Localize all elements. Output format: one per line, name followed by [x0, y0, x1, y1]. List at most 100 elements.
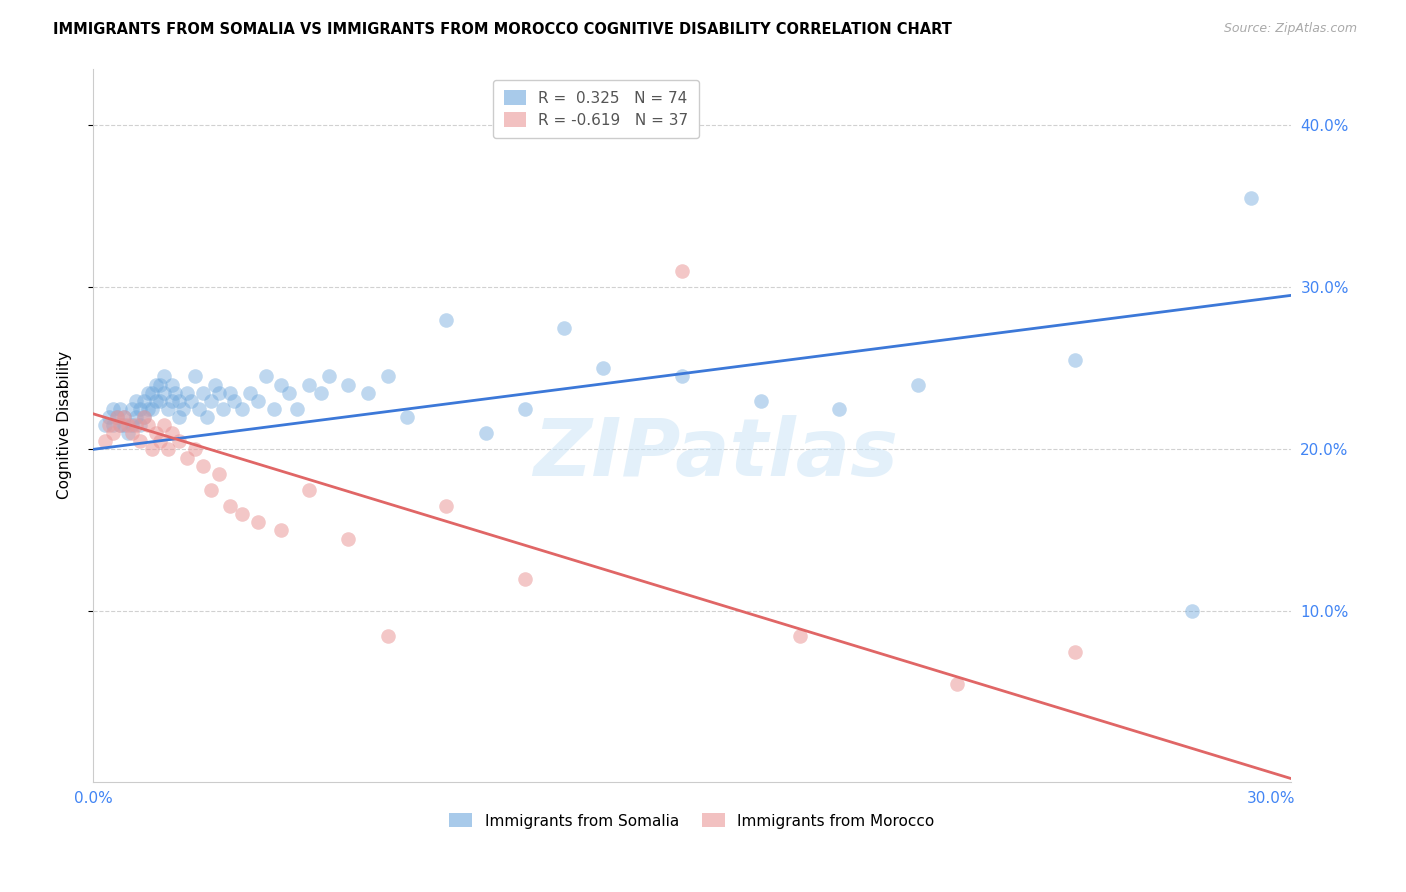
- Point: [101, 418, 124, 433]
- Point: [671, 369, 693, 384]
- Point: [136, 401, 159, 416]
- Point: [749, 393, 772, 408]
- Point: [141, 385, 163, 400]
- Point: [195, 409, 218, 424]
- Point: [828, 401, 851, 416]
- Point: [110, 401, 132, 416]
- Point: [105, 409, 128, 424]
- Point: [270, 524, 292, 538]
- Point: [169, 393, 191, 408]
- Point: [219, 385, 242, 400]
- Point: [105, 409, 128, 424]
- Point: [160, 377, 183, 392]
- Point: [152, 385, 174, 400]
- Point: [191, 458, 214, 473]
- Point: [200, 393, 222, 408]
- Point: [263, 401, 285, 416]
- Point: [110, 418, 132, 433]
- Point: [121, 418, 143, 433]
- Point: [112, 418, 135, 433]
- Point: [254, 369, 277, 384]
- Point: [101, 426, 124, 441]
- Point: [117, 418, 139, 433]
- Point: [239, 385, 262, 400]
- Point: [152, 418, 174, 433]
- Point: [145, 377, 167, 392]
- Point: [101, 401, 124, 416]
- Point: [318, 369, 340, 384]
- Point: [160, 393, 183, 408]
- Point: [121, 401, 143, 416]
- Legend: Immigrants from Somalia, Immigrants from Morocco: Immigrants from Somalia, Immigrants from…: [443, 807, 941, 835]
- Point: [125, 409, 148, 424]
- Point: [219, 499, 242, 513]
- Point: [156, 442, 179, 457]
- Point: [97, 409, 120, 424]
- Point: [97, 418, 120, 433]
- Point: [1181, 605, 1204, 619]
- Text: IMMIGRANTS FROM SOMALIA VS IMMIGRANTS FROM MOROCCO COGNITIVE DISABILITY CORRELAT: IMMIGRANTS FROM SOMALIA VS IMMIGRANTS FR…: [53, 22, 952, 37]
- Point: [907, 377, 929, 392]
- Point: [165, 385, 187, 400]
- Point: [208, 385, 231, 400]
- Point: [224, 393, 246, 408]
- Point: [136, 385, 159, 400]
- Point: [172, 401, 194, 416]
- Point: [169, 434, 191, 449]
- Point: [145, 426, 167, 441]
- Point: [246, 393, 269, 408]
- Point: [125, 418, 148, 433]
- Point: [377, 629, 399, 643]
- Point: [145, 393, 167, 408]
- Point: [396, 409, 419, 424]
- Point: [337, 532, 360, 546]
- Point: [136, 418, 159, 433]
- Point: [149, 434, 172, 449]
- Point: [671, 264, 693, 278]
- Point: [231, 401, 253, 416]
- Point: [337, 377, 360, 392]
- Point: [208, 467, 231, 481]
- Point: [434, 499, 457, 513]
- Point: [132, 393, 155, 408]
- Point: [298, 377, 321, 392]
- Point: [270, 377, 292, 392]
- Point: [285, 401, 308, 416]
- Point: [231, 507, 253, 521]
- Point: [110, 418, 132, 433]
- Point: [176, 385, 198, 400]
- Point: [149, 377, 172, 392]
- Point: [513, 401, 536, 416]
- Point: [188, 401, 211, 416]
- Point: [129, 401, 152, 416]
- Point: [149, 393, 172, 408]
- Point: [278, 385, 301, 400]
- Point: [129, 434, 152, 449]
- Point: [141, 442, 163, 457]
- Point: [94, 434, 117, 449]
- Point: [434, 312, 457, 326]
- Point: [169, 409, 191, 424]
- Point: [1240, 191, 1263, 205]
- Point: [180, 393, 202, 408]
- Y-axis label: Cognitive Disability: Cognitive Disability: [58, 351, 72, 500]
- Point: [1063, 645, 1085, 659]
- Point: [789, 629, 811, 643]
- Text: Source: ZipAtlas.com: Source: ZipAtlas.com: [1223, 22, 1357, 36]
- Point: [298, 483, 321, 497]
- Point: [160, 426, 183, 441]
- Point: [184, 369, 207, 384]
- Text: ZIPatlas: ZIPatlas: [533, 415, 898, 492]
- Point: [112, 409, 135, 424]
- Point: [176, 450, 198, 465]
- Point: [211, 401, 233, 416]
- Point: [184, 442, 207, 457]
- Point: [513, 572, 536, 586]
- Point: [309, 385, 332, 400]
- Point: [129, 418, 152, 433]
- Point: [474, 426, 496, 441]
- Point: [121, 426, 143, 441]
- Point: [592, 361, 614, 376]
- Point: [125, 393, 148, 408]
- Point: [132, 409, 155, 424]
